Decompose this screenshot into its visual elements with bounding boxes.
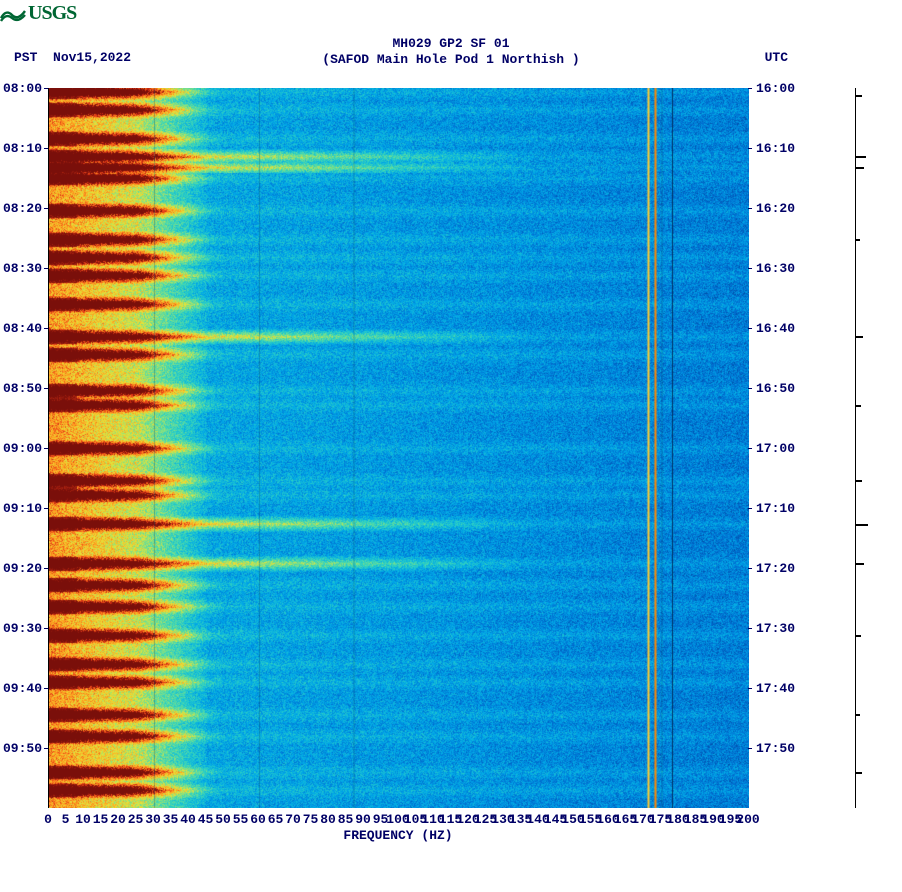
y-axis-right: 16:0016:1016:2016:3016:4016:5017:0017:10…	[752, 88, 808, 808]
xtick: 65	[268, 812, 284, 827]
xtick: 5	[62, 812, 70, 827]
xtick: 70	[285, 812, 301, 827]
xtick: 55	[233, 812, 249, 827]
xtick: 30	[145, 812, 161, 827]
ytick-left: 09:40	[3, 681, 42, 696]
aux-strip	[855, 88, 876, 808]
ytick-left: 08:00	[3, 81, 42, 96]
xtick: 50	[215, 812, 231, 827]
ytick-right: 16:30	[756, 261, 795, 276]
xtick: 80	[320, 812, 336, 827]
ytick-left: 09:10	[3, 501, 42, 516]
ytick-left: 08:10	[3, 141, 42, 156]
ytick-left: 08:40	[3, 321, 42, 336]
xtick: 25	[128, 812, 144, 827]
usgs-wave-icon	[0, 5, 26, 23]
xtick: 0	[44, 812, 52, 827]
ytick-left: 09:50	[3, 741, 42, 756]
tz-right: UTC	[765, 50, 788, 65]
ytick-left: 08:50	[3, 381, 42, 396]
ytick-right: 17:00	[756, 441, 795, 456]
xtick: 40	[180, 812, 196, 827]
ytick-left: 09:20	[3, 561, 42, 576]
usgs-logo: USGS	[0, 2, 76, 25]
x-axis-label: FREQUENCY (HZ)	[48, 828, 748, 843]
spectrogram-canvas	[48, 88, 749, 808]
ytick-left: 09:30	[3, 621, 42, 636]
spectrogram-plot	[48, 88, 748, 808]
tz-left-label: PST	[14, 50, 37, 65]
xtick: 10	[75, 812, 91, 827]
ytick-right: 16:10	[756, 141, 795, 156]
tz-date-left: PST Nov15,2022	[14, 50, 131, 65]
xtick: 15	[93, 812, 109, 827]
xtick: 200	[736, 812, 759, 827]
ytick-right: 17:40	[756, 681, 795, 696]
ytick-right: 16:40	[756, 321, 795, 336]
usgs-logo-text: USGS	[28, 2, 76, 25]
ytick-right: 16:20	[756, 201, 795, 216]
y-axis-left: 08:0008:1008:2008:3008:4008:5009:0009:10…	[0, 88, 44, 808]
xtick: 20	[110, 812, 126, 827]
date-label: Nov15,2022	[53, 50, 131, 65]
xtick: 60	[250, 812, 266, 827]
xtick: 90	[355, 812, 371, 827]
ytick-left: 09:00	[3, 441, 42, 456]
ytick-right: 17:10	[756, 501, 795, 516]
ytick-right: 17:20	[756, 561, 795, 576]
xtick: 35	[163, 812, 179, 827]
xtick: 85	[338, 812, 354, 827]
ytick-right: 16:00	[756, 81, 795, 96]
xtick: 75	[303, 812, 319, 827]
ytick-left: 08:20	[3, 201, 42, 216]
ytick-right: 17:30	[756, 621, 795, 636]
ytick-right: 17:50	[756, 741, 795, 756]
ytick-right: 16:50	[756, 381, 795, 396]
ytick-left: 08:30	[3, 261, 42, 276]
xtick: 45	[198, 812, 214, 827]
